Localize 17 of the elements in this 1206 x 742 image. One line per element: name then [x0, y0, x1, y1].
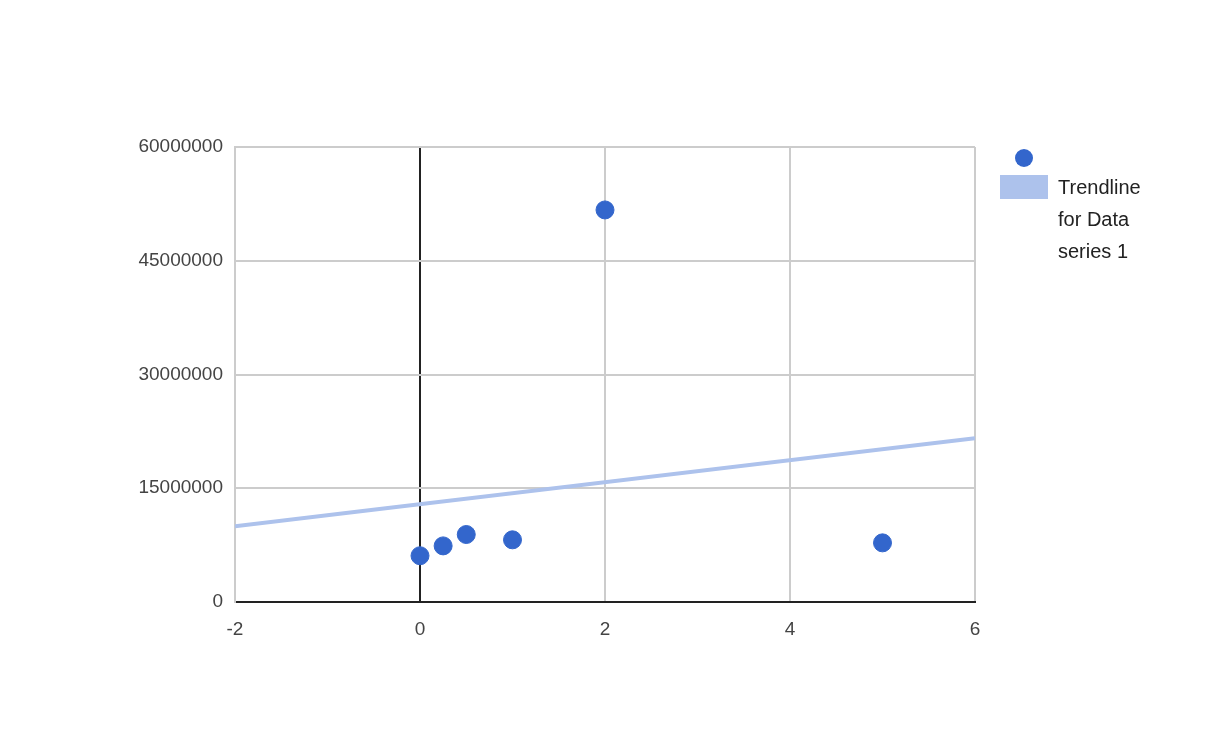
- point: [595, 200, 615, 220]
- point: [456, 525, 476, 545]
- y-tick-label: 15000000: [138, 476, 223, 498]
- x-tick-label: 2: [599, 617, 611, 639]
- x-tick-label: 0: [414, 617, 426, 639]
- y-tick-label: 45000000: [138, 248, 223, 270]
- legend-label: Trendline for Data series 1: [1058, 175, 1142, 264]
- x-tick-label: 4: [784, 617, 796, 639]
- x-tick-label: 6: [969, 617, 981, 639]
- y-tick-label: 30000000: [138, 362, 223, 384]
- y-tick-label: 60000000: [138, 135, 223, 157]
- x-tick-label: -2: [226, 617, 244, 639]
- point: [410, 546, 430, 566]
- point: [433, 536, 453, 556]
- point: [503, 530, 522, 550]
- y-tick-label: 0: [212, 590, 223, 612]
- point: [873, 533, 892, 553]
